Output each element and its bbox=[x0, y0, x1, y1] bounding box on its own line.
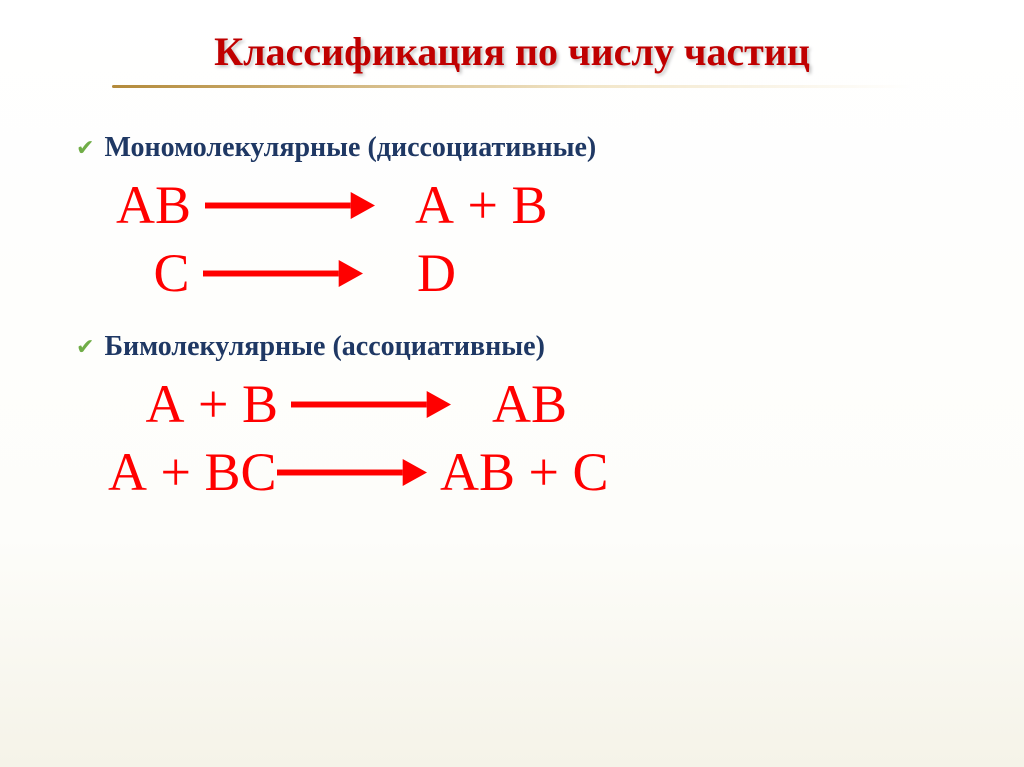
title-underline bbox=[112, 85, 912, 88]
content: ✔ Мономолекулярные (диссоциативные) АВ А +… bbox=[60, 132, 964, 506]
equation-line: А + В АВ bbox=[96, 371, 964, 439]
equation-block: АВ А + В С D bbox=[96, 172, 964, 307]
check-icon: ✔ bbox=[76, 137, 94, 159]
arrow-icon bbox=[205, 192, 375, 219]
bullet-label: Мономолекулярные (диссоциативные) bbox=[104, 132, 596, 164]
bullet-row: ✔ Мономолекулярные (диссоциативные) bbox=[76, 132, 964, 164]
equation-left: А + ВС bbox=[108, 439, 277, 507]
equation-right: А + В bbox=[375, 172, 548, 240]
equation-left: АВ bbox=[116, 172, 205, 240]
equation-left: А + В bbox=[132, 371, 291, 439]
equation-line: С D bbox=[96, 240, 964, 308]
bullet-row: ✔ Бимолекулярные (ассоциативные) bbox=[76, 331, 964, 363]
slide: Классификация по числу частиц ✔ Мономолек… bbox=[0, 0, 1024, 767]
slide-title: Классификация по числу частиц bbox=[60, 28, 964, 75]
equation-block: А + В АВА + ВС АВ + С bbox=[96, 371, 964, 506]
arrow-icon bbox=[291, 391, 451, 418]
equation-right: АВ bbox=[451, 371, 567, 439]
equation-left: С bbox=[140, 240, 203, 308]
equation-line: А + ВС АВ + С bbox=[96, 439, 964, 507]
arrow-icon bbox=[277, 459, 427, 486]
equation-right: АВ + С bbox=[427, 439, 609, 507]
equation-line: АВ А + В bbox=[96, 172, 964, 240]
equation-right: D bbox=[363, 240, 456, 308]
bullet-label: Бимолекулярные (ассоциативные) bbox=[104, 331, 544, 363]
check-icon: ✔ bbox=[76, 336, 94, 358]
arrow-icon bbox=[203, 260, 363, 287]
